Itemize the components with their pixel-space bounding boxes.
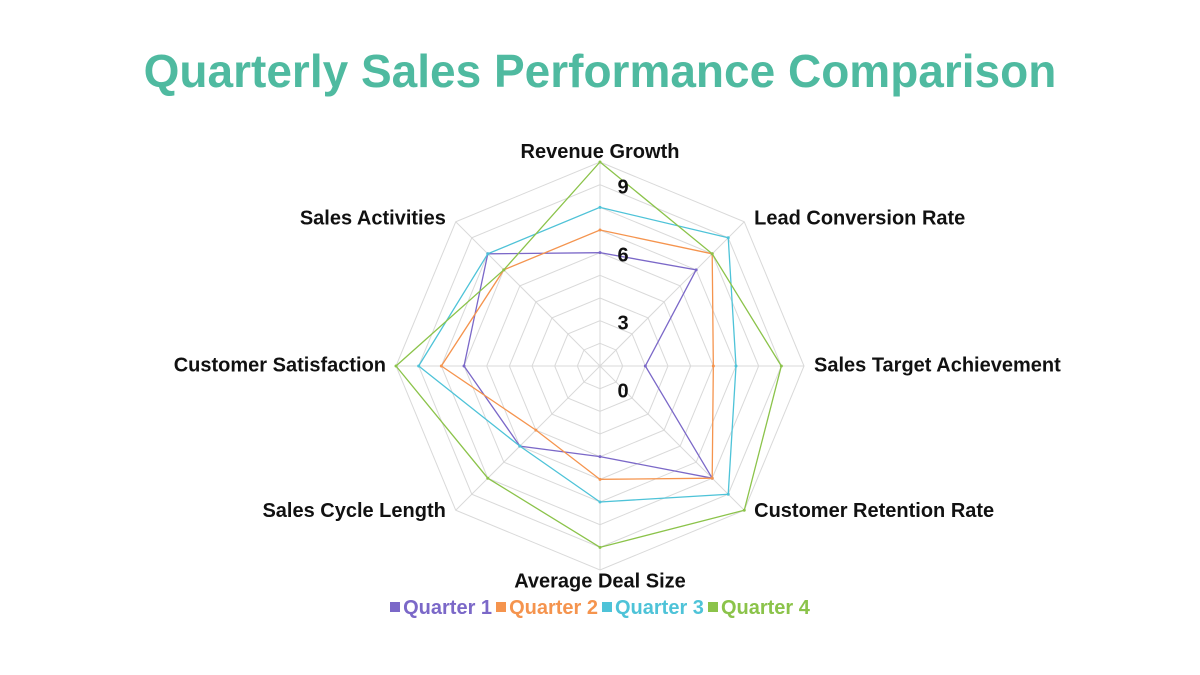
data-point [439,364,443,368]
data-point [598,205,602,209]
tick-label: 3 [617,312,628,334]
legend-label: Quarter 1 [403,597,493,619]
axis-label: Customer Satisfaction [174,354,386,376]
legend-item: Quarter 2 [496,597,598,620]
legend-label: Quarter 3 [615,597,704,619]
data-point [643,364,647,368]
data-point [710,252,714,256]
radar-series [394,160,783,549]
axis-label: Customer Retention Rate [754,500,994,522]
grid-spoke [599,221,745,367]
radar-axis-labels: Revenue Growth Lead Conversion Rate Sales … [174,141,1061,593]
chart-title: Quarterly Sales Performance Comparison [143,45,1057,97]
data-point [486,476,490,480]
data-point [598,545,602,549]
legend-item: Quarter 1 [390,597,492,620]
data-point [598,251,602,255]
legend-swatch [707,602,718,612]
grid-spoke [599,365,745,511]
radar-spokes [396,162,804,570]
legend-swatch [496,602,507,612]
tick-label: 9 [617,176,628,198]
data-point [726,492,730,496]
series-line-quarter-1 [463,252,714,480]
legend-label: Quarter 2 [509,597,598,619]
axis-label: Sales Activities [300,208,446,230]
tick-label: 6 [617,244,628,266]
data-point [779,364,783,368]
data-point [598,500,602,504]
grid-spoke [455,221,601,367]
axis-label: Average Deal Size [514,571,686,593]
data-point [598,477,602,481]
legend-item: Quarter 4 [707,597,810,620]
data-point [502,268,506,272]
data-point [710,476,714,480]
data-point [742,508,746,512]
legend-item: Quarter 3 [602,597,704,620]
data-point [598,455,602,459]
axis-label: Revenue Growth [521,141,680,163]
legend-swatch [602,602,612,612]
axis-label: Sales Cycle Length [262,500,445,522]
data-point [726,236,730,240]
legend-swatch [390,602,401,612]
axis-label: Sales Target Achievement [814,354,1061,376]
data-point [534,428,538,432]
grid-spoke [455,365,601,511]
data-point [518,444,522,448]
data-point [486,252,490,256]
data-point [462,364,466,368]
chart-legend: Quarter 1 Quarter 2 Quarter 3 Quarter 4 [0,597,1200,620]
legend-label: Quarter 4 [720,597,810,619]
data-point [598,160,602,164]
data-point [734,364,738,368]
axis-label: Lead Conversion Rate [754,208,965,230]
data-point [711,364,715,368]
radar-tick-labels: 0 3 6 9 [617,176,628,402]
data-point [694,268,698,272]
data-point [394,364,398,368]
tick-label: 0 [617,380,628,402]
data-point [417,364,421,368]
data-point [598,228,602,232]
